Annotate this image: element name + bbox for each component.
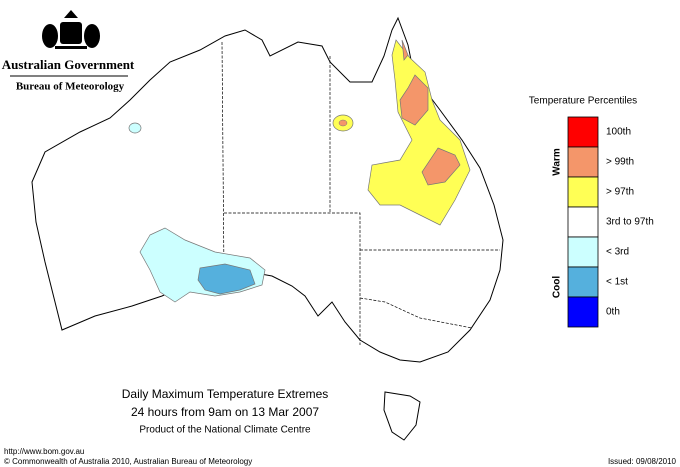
map — [31, 16, 504, 441]
legend-swatch — [567, 176, 599, 208]
legend-swatch — [567, 116, 599, 148]
crest — [42, 10, 100, 49]
legend-label: 0th — [606, 307, 620, 318]
map-title: Daily Maximum Temperature Extremes — [122, 387, 329, 401]
legend-title: Temperature Percentiles — [529, 96, 637, 107]
state-border — [221, 41, 225, 277]
legend-swatch — [567, 146, 599, 178]
map-subtitle: 24 hours from 9am on 13 Mar 2007 — [131, 405, 319, 419]
legend-swatch — [567, 236, 599, 268]
legend-swatch — [567, 296, 599, 328]
legend-label: < 1st — [606, 277, 628, 288]
legend-label: < 3rd — [606, 247, 629, 258]
legend-label: 3rd to 97th — [606, 217, 654, 228]
legend-swatch — [567, 266, 599, 298]
legend-label: > 99th — [606, 157, 634, 168]
mainland — [31, 16, 504, 363]
footer-url: http://www.bom.gov.au — [4, 447, 84, 456]
legend-swatch — [567, 206, 599, 238]
legend-label: > 97th — [606, 187, 634, 198]
legend-label: 100th — [606, 127, 631, 138]
region-below-3 — [128, 122, 142, 134]
map-credit: Product of the National Climate Centre — [139, 425, 311, 436]
legend-cool: Cool — [552, 276, 563, 298]
bureau: Bureau of Meteorology — [16, 81, 125, 93]
footer-issued: Issued: 09/08/2010 — [608, 457, 677, 466]
region-above-99 — [338, 119, 348, 127]
tasmania — [383, 391, 421, 441]
region-below-1 — [197, 263, 256, 295]
region-above-99 — [399, 39, 461, 186]
state-border — [359, 297, 473, 329]
legend-warm: Warm — [552, 148, 563, 176]
state-border — [224, 212, 361, 345]
legend: 100th > 99th > 97th 3rd to 97th < 3rd < 1st 0t… — [567, 116, 654, 328]
footer-copyright: © Commonwealth of Australia 2010, Austra… — [4, 457, 252, 466]
agency: Australian Government — [2, 57, 135, 72]
